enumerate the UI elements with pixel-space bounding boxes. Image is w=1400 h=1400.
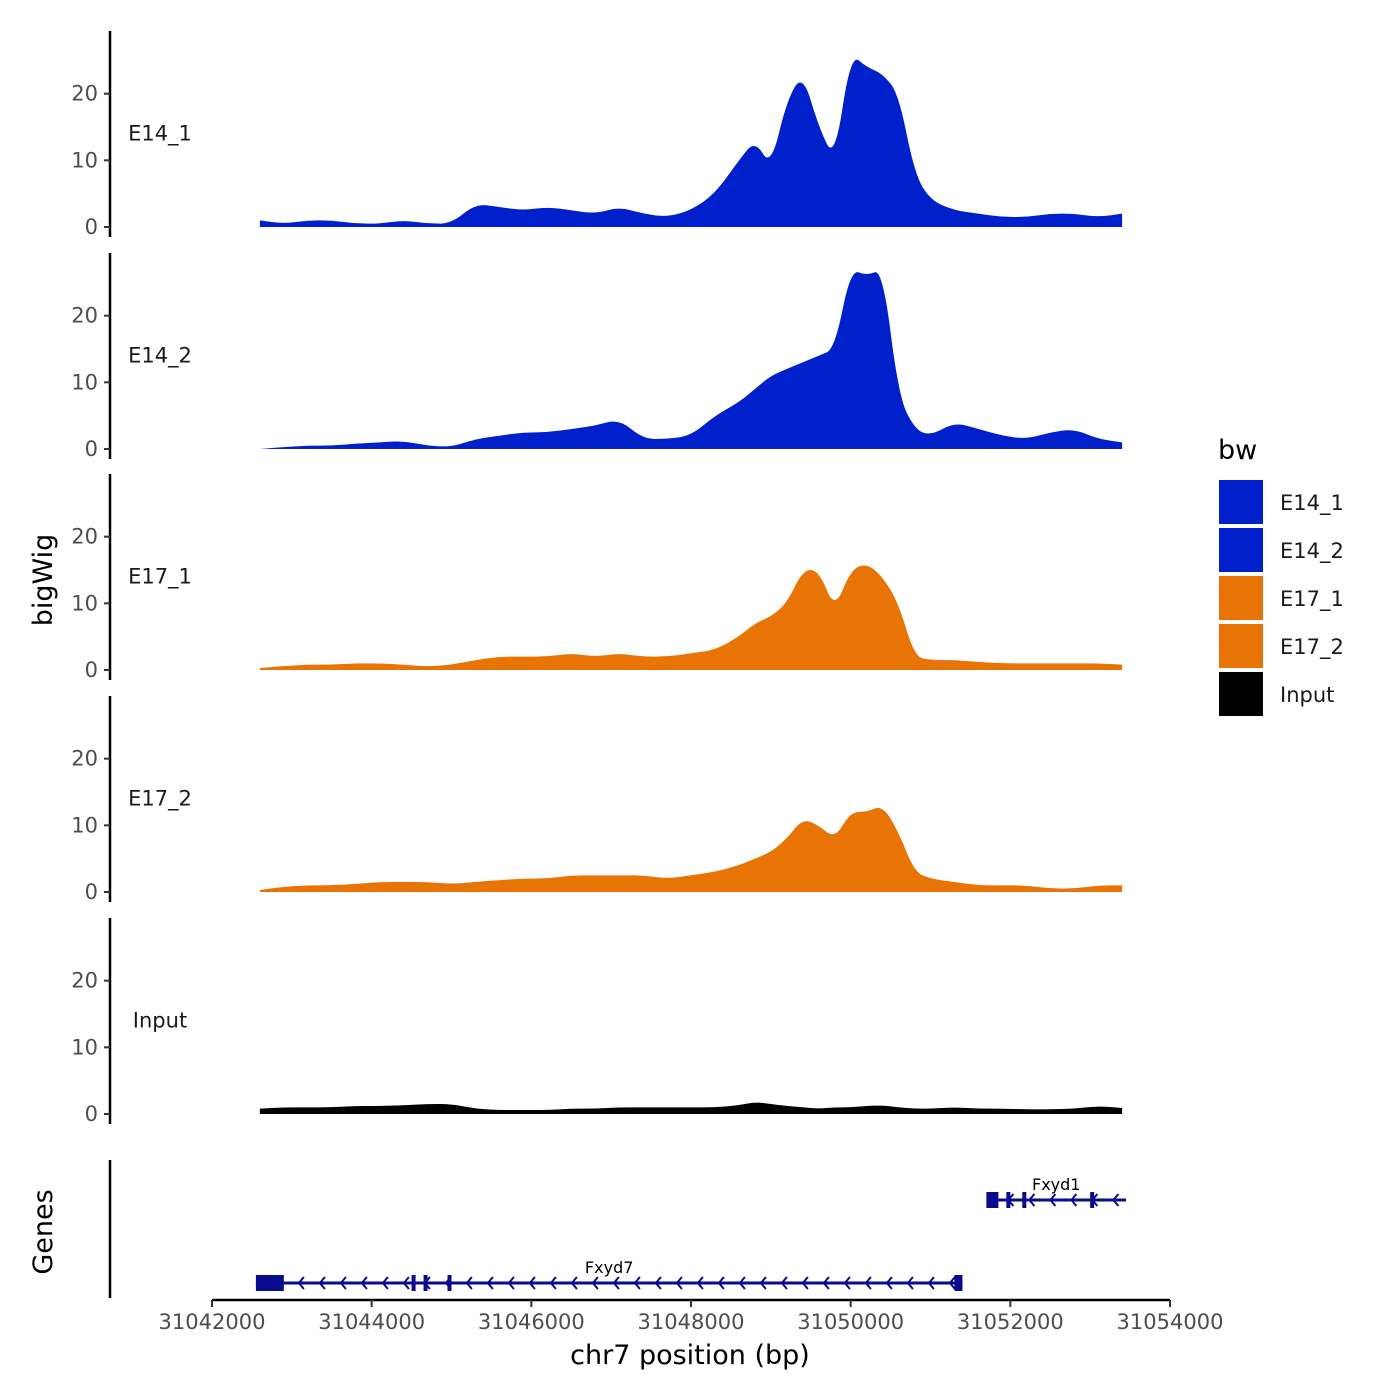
strand-arrow: [780, 1276, 788, 1290]
y-tick-label: 20: [71, 82, 98, 106]
strand-arrow: [738, 1276, 746, 1290]
strand-arrow: [612, 1276, 620, 1290]
strand-arrow: [801, 1276, 809, 1290]
exon-Fxyd1: [986, 1192, 999, 1208]
y-tick-label: 0: [85, 658, 98, 682]
y-tick-label: 0: [85, 880, 98, 904]
exon-Fxyd7: [255, 1275, 284, 1291]
legend-swatch-E17_2: [1219, 624, 1263, 668]
strand-arrow: [906, 1276, 914, 1290]
strand-arrow: [402, 1276, 410, 1290]
strand-arrow: [297, 1276, 305, 1290]
strand-arrow: [654, 1276, 662, 1290]
legend-title: bw: [1218, 435, 1257, 466]
strand-arrow: [549, 1276, 557, 1290]
x-tick-label: 31052000: [957, 1310, 1064, 1334]
y-tick-label: 10: [71, 1035, 98, 1059]
x-tick-label: 31050000: [797, 1310, 904, 1334]
strand-arrow: [885, 1276, 893, 1290]
exon-Fxyd1: [1090, 1192, 1095, 1208]
legend-label-E17_1: E17_1: [1280, 587, 1344, 612]
strand-arrow: [633, 1276, 641, 1290]
y-tick-label: 0: [85, 437, 98, 461]
legend-swatch-E14_1: [1219, 480, 1263, 524]
legend: bw E14_1 E14_2 E17_1 E17_2 Input: [1218, 435, 1344, 716]
y-tick-label: 10: [71, 148, 98, 172]
track-label-E17_1: E17_1: [128, 565, 192, 590]
gene-label-Fxyd7: Fxyd7: [585, 1258, 633, 1277]
track-label-E14_2: E14_2: [128, 344, 192, 369]
strand-arrow: [759, 1276, 767, 1290]
y-tick-label: 20: [71, 525, 98, 549]
exon-Fxyd7: [423, 1275, 428, 1291]
y-tick-label: 0: [85, 1102, 98, 1126]
y-tick-label: 20: [71, 304, 98, 328]
legend-swatch-E14_2: [1219, 528, 1263, 572]
y-axis-title: bigWig: [28, 534, 59, 627]
x-tick-label: 31054000: [1117, 1310, 1224, 1334]
track-label-E14_1: E14_1: [128, 122, 192, 147]
y-tick-label: 0: [85, 215, 98, 239]
strand-arrow: [717, 1276, 725, 1290]
legend-label-E17_2: E17_2: [1280, 635, 1344, 660]
strand-arrow: [591, 1276, 599, 1290]
strand-arrow: [486, 1276, 494, 1290]
strand-arrow: [696, 1276, 704, 1290]
strand-arrow: [1049, 1193, 1057, 1207]
track-label-Input: Input: [133, 1009, 187, 1033]
strand-arrow: [570, 1276, 578, 1290]
genes-group: Fxyd1 Fxyd7: [108, 1160, 1127, 1298]
legend-label-E14_1: E14_1: [1280, 491, 1344, 516]
x-axis: 31042000 31044000 31046000 31048000 31050000…: [159, 1298, 1224, 1334]
genes-axis-title: Genes: [28, 1189, 59, 1274]
strand-arrow: [948, 1276, 956, 1290]
strand-arrow: [360, 1276, 368, 1290]
strand-arrow: [318, 1276, 326, 1290]
y-tick-label: 20: [71, 969, 98, 993]
strand-arrow: [339, 1276, 347, 1290]
legend-swatch-Input: [1219, 672, 1263, 716]
area-E17_2: [259, 808, 1123, 892]
x-tick-label: 31048000: [638, 1310, 745, 1334]
y-tick-label: 10: [71, 813, 98, 837]
x-tick-label: 31044000: [318, 1310, 425, 1334]
strand-arrow: [465, 1276, 473, 1290]
gene-label-Fxyd1: Fxyd1: [1032, 1175, 1080, 1194]
legend-swatch-E17_1: [1219, 576, 1263, 620]
area-Input: [259, 1102, 1123, 1114]
exon-Fxyd1: [1022, 1192, 1027, 1208]
strand-arrow: [864, 1276, 872, 1290]
track-label-E17_2: E17_2: [128, 787, 192, 812]
strand-arrow: [1028, 1193, 1036, 1207]
legend-label-Input: Input: [1280, 683, 1334, 707]
exon-Fxyd1: [1006, 1192, 1011, 1208]
strand-arrow: [1070, 1193, 1078, 1207]
x-tick-label: 31042000: [159, 1310, 266, 1334]
exon-Fxyd7: [411, 1275, 416, 1291]
area-E14_2: [259, 272, 1123, 449]
strand-arrow: [1112, 1193, 1120, 1207]
strand-arrow: [507, 1276, 515, 1290]
strand-arrow: [381, 1276, 389, 1290]
x-tick-label: 31046000: [478, 1310, 585, 1334]
strand-arrow: [843, 1276, 851, 1290]
strand-arrow: [675, 1276, 683, 1290]
legend-label-E14_2: E14_2: [1280, 539, 1344, 564]
x-axis-title: chr7 position (bp): [570, 1340, 810, 1371]
y-tick-label: 10: [71, 370, 98, 394]
tracks-group: 0 10 20 E14_1 0 10 20 E14_2 0 10 20 E17_1 0 10 20 E17_2…: [71, 31, 1123, 1126]
y-tick-label: 10: [71, 591, 98, 615]
exon-Fxyd7: [447, 1275, 452, 1291]
strand-arrow: [528, 1276, 536, 1290]
area-E14_1: [259, 59, 1123, 228]
exon-Fxyd7: [954, 1275, 963, 1291]
strand-arrow: [927, 1276, 935, 1290]
area-E17_1: [259, 565, 1123, 670]
strand-arrow: [822, 1276, 830, 1290]
y-tick-label: 20: [71, 747, 98, 771]
